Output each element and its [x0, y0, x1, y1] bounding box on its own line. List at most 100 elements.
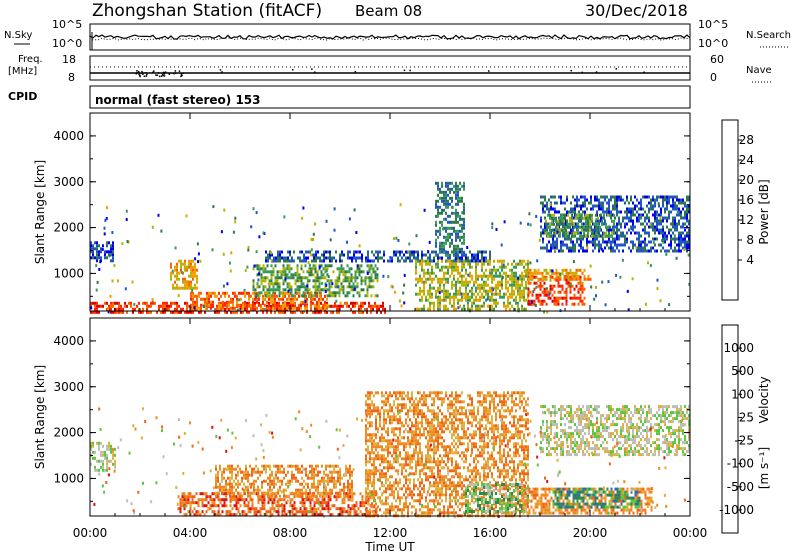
- velocity-cell: [385, 511, 387, 515]
- velocity-cell: [377, 454, 379, 458]
- power-cell: [457, 271, 459, 275]
- power-cell: [549, 290, 552, 294]
- power-cell: [299, 259, 301, 263]
- power-cell: [565, 281, 568, 285]
- power-cell: [354, 270, 357, 274]
- power-scatter-cell: [312, 238, 315, 241]
- power-cell: [581, 284, 584, 288]
- velocity-cell: [321, 504, 324, 508]
- power-cell: [439, 295, 441, 299]
- velocity-cell: [367, 481, 369, 485]
- velocity-cell: [261, 507, 264, 511]
- velocity-cell: [221, 504, 224, 508]
- power-cell: [316, 300, 318, 304]
- power-cell: [196, 274, 198, 278]
- power-cell: [305, 250, 307, 254]
- velocity-cell: [361, 498, 364, 502]
- power-cell: [445, 265, 447, 269]
- velocity-cell: [267, 501, 270, 505]
- power-cell: [455, 292, 457, 296]
- power-cell: [670, 246, 672, 250]
- power-cell: [96, 241, 98, 245]
- power-cell: [638, 237, 640, 241]
- power-cell: [596, 243, 598, 247]
- power-cell: [559, 222, 561, 226]
- power-cell: [276, 304, 278, 308]
- velocity-cell: [367, 499, 369, 503]
- power-cell: [591, 216, 593, 220]
- power-cell: [469, 265, 471, 269]
- power-cell: [449, 181, 451, 185]
- velocity-cell: [203, 504, 206, 508]
- power-cell: [296, 276, 299, 280]
- power-scatter-cell: [329, 238, 332, 242]
- velocity-cell: [375, 472, 377, 476]
- power-cell: [553, 271, 556, 275]
- power-cell: [449, 301, 451, 305]
- power-cell: [379, 250, 381, 254]
- power-cell: [370, 273, 373, 277]
- power-cell: [338, 291, 341, 295]
- power-scatter-cell: [151, 298, 154, 302]
- power-cell: [579, 299, 582, 303]
- power-cell: [423, 304, 425, 308]
- velocity-cell: [261, 504, 264, 508]
- power-cell: [579, 293, 582, 297]
- power-cell: [234, 306, 236, 310]
- power-cell: [118, 310, 120, 314]
- power-cell: [493, 265, 495, 269]
- power-cell: [582, 237, 584, 241]
- power-cell: [315, 259, 317, 263]
- power-cell: [656, 222, 658, 226]
- power-cell: [624, 216, 626, 220]
- power-cell: [471, 253, 473, 257]
- power-cell: [552, 237, 554, 241]
- power-cell: [419, 262, 421, 266]
- velocity-cell: [187, 492, 190, 496]
- power-cell: [110, 253, 112, 257]
- power-cell: [582, 201, 584, 205]
- velocity-cell: [325, 507, 328, 511]
- power-cell: [437, 277, 439, 281]
- power-cell: [540, 225, 542, 229]
- velocity-cell: [106, 456, 108, 460]
- power-cell: [292, 297, 294, 301]
- power-cell: [650, 201, 652, 205]
- power-cell: [100, 247, 102, 251]
- power-cell: [347, 253, 349, 257]
- power-cell: [493, 268, 495, 272]
- power-cell: [146, 310, 148, 314]
- velocity-cell: [385, 400, 387, 404]
- power-cell: [258, 264, 261, 268]
- power-cell: [368, 276, 371, 280]
- power-cell: [272, 285, 275, 289]
- power-cell: [550, 195, 552, 199]
- power-cell: [457, 280, 459, 284]
- velocity-cell: [265, 479, 267, 483]
- nave-dip-point: [581, 71, 583, 74]
- power-cell: [134, 307, 136, 311]
- velocity-cell: [371, 451, 373, 455]
- power-cell: [455, 193, 457, 197]
- velocity-cell: [343, 488, 345, 492]
- velocity-cell: [201, 498, 204, 502]
- velocity-cell: [393, 433, 395, 437]
- power-cell: [525, 307, 527, 311]
- power-cell: [453, 268, 455, 272]
- power-cell: [580, 240, 582, 244]
- power-cell: [616, 198, 618, 202]
- power-cell: [112, 304, 114, 308]
- power-scatter-cell: [554, 248, 557, 252]
- power-cell: [624, 201, 626, 205]
- power-cell: [552, 207, 554, 211]
- velocity-cell: [211, 498, 214, 502]
- power-cell: [487, 292, 489, 296]
- power-cell: [632, 246, 634, 250]
- velocity-cell: [219, 501, 222, 505]
- power-cell: [304, 291, 306, 295]
- power-cell: [556, 237, 558, 241]
- power-cell: [443, 235, 445, 239]
- power-cell: [234, 294, 236, 298]
- power-cell: [686, 210, 688, 214]
- power-cell: [260, 282, 263, 286]
